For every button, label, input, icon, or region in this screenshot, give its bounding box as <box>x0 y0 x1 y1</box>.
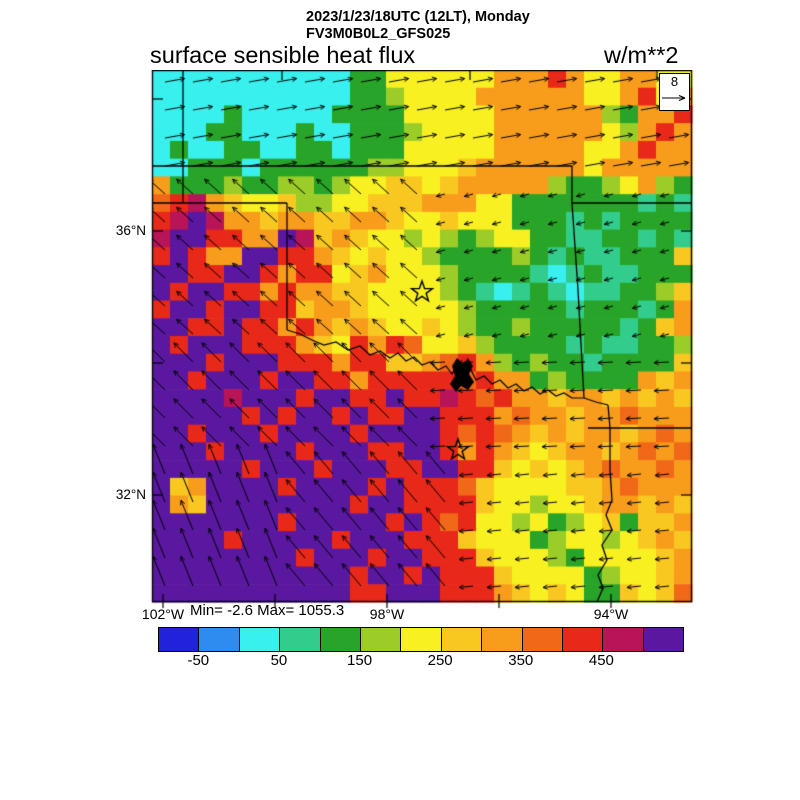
minmax-label: Min= -2.6 Max= 1055.3 <box>190 602 345 619</box>
colorbar-segment <box>279 628 320 651</box>
heat-flux-map <box>142 70 700 610</box>
lat-tick-label: 32°N <box>115 487 146 502</box>
colorbar-tick-label: 250 <box>427 652 453 669</box>
colorbar-segment <box>521 628 562 651</box>
colorbar-segment <box>198 628 239 651</box>
plot-title: surface sensible heat flux <box>150 42 416 68</box>
datetime-title: 2023/1/23/18UTC (12LT), Monday <box>306 9 530 25</box>
colorbar <box>158 627 684 652</box>
colorbar-segment <box>642 628 684 651</box>
colorbar-tick-label: -50 <box>187 652 210 669</box>
colorbar-segment <box>440 628 482 651</box>
model-title: FV3M0B0L2_GFS025 <box>306 26 451 42</box>
units-label: w/m**2 <box>604 42 679 68</box>
lat-tick-label: 36°N <box>115 223 146 238</box>
colorbar-segment <box>561 628 603 651</box>
lon-tick-label: 94°W <box>593 606 629 622</box>
colorbar-segment <box>238 628 280 651</box>
colorbar-segment <box>602 628 643 651</box>
colorbar-tick-label: 450 <box>588 652 614 669</box>
wind-reference-arrow-icon <box>662 95 686 101</box>
lon-tick-label: 98°W <box>369 606 405 622</box>
wind-reference-box: 8 <box>659 73 690 111</box>
colorbar-segment <box>481 628 522 651</box>
wind-reference-value: 8 <box>670 74 679 89</box>
colorbar-labels: -50 50 150 250 350 450 <box>158 652 682 670</box>
lon-tick-label: 102°W <box>141 606 185 622</box>
colorbar-segment <box>400 628 441 651</box>
colorbar-segment <box>319 628 360 651</box>
colorbar-tick-label: 350 <box>508 652 534 669</box>
colorbar-tick-label: 50 <box>270 652 288 669</box>
colorbar-segment <box>359 628 401 651</box>
colorbar-tick-label: 150 <box>347 652 373 669</box>
colorbar-segment <box>159 628 199 651</box>
